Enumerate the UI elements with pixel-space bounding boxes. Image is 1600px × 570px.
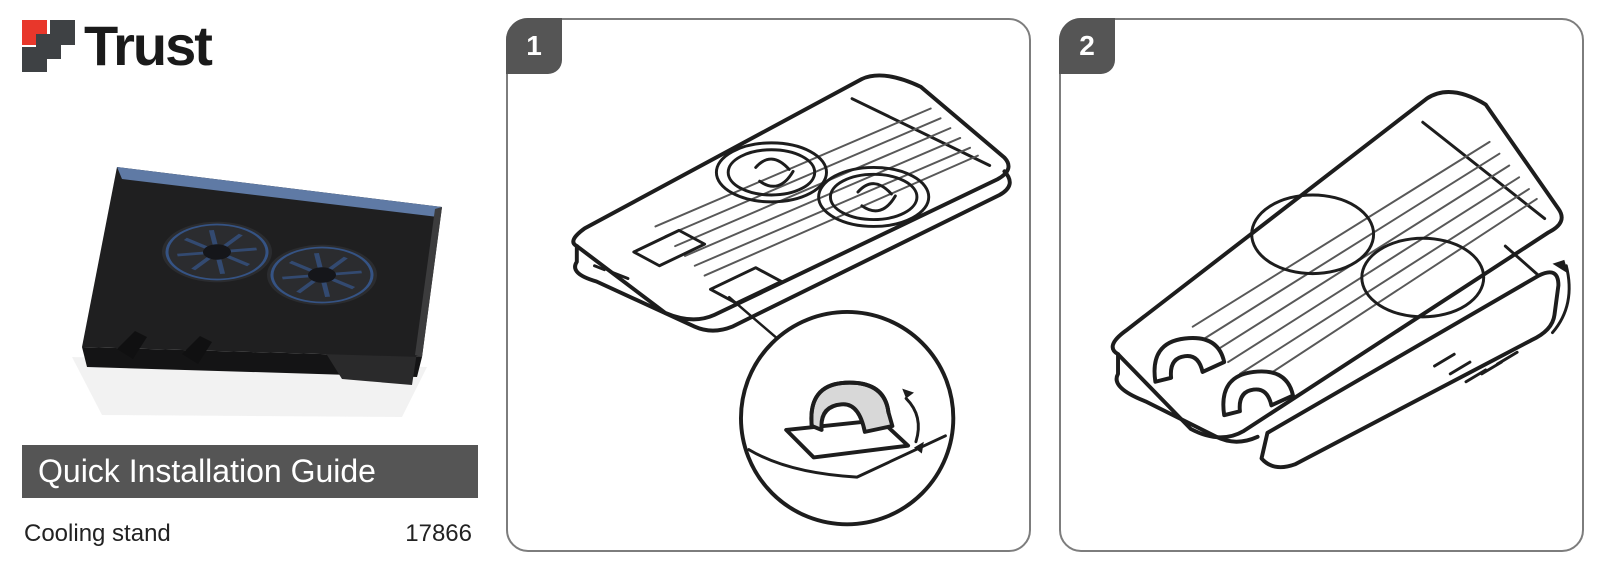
product-image [22, 80, 478, 443]
left-column: Trust [22, 18, 478, 552]
step-2-diagram [1061, 20, 1582, 541]
meta-row: Cooling stand 17866 [22, 498, 478, 552]
guide-title: Quick Installation Guide [38, 453, 376, 489]
brand-word: Trust [84, 18, 211, 74]
product-name: Cooling stand [24, 520, 171, 548]
product-code: 17866 [405, 520, 472, 548]
title-bar: Quick Installation Guide [22, 445, 478, 498]
step-1-diagram [508, 20, 1029, 541]
step-panel-2: 2 [1059, 18, 1584, 552]
trust-logo-icon [22, 20, 78, 72]
brand-logo: Trust [22, 18, 478, 74]
page: Trust [0, 0, 1600, 570]
step-panel-1: 1 [506, 18, 1031, 552]
